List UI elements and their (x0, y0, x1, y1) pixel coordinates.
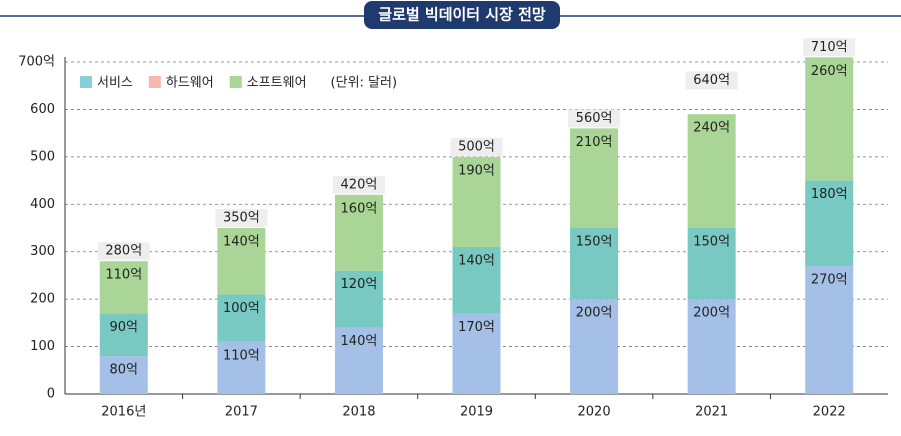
total-label-bg (803, 38, 856, 57)
y-tick-label: 100 (30, 339, 55, 354)
value-label: 110억 (223, 348, 260, 363)
value-label: 90억 (110, 320, 139, 335)
value-label: 190억 (458, 163, 495, 178)
total-label: 710억 (811, 40, 848, 55)
total-label-bg (568, 109, 621, 128)
y-tick-label: 500 (30, 149, 55, 164)
bar-segment (452, 313, 501, 394)
total-label: 500억 (458, 139, 495, 154)
y-tick-label: 200 (30, 292, 55, 307)
value-label: 200억 (576, 306, 613, 321)
total-label: 280억 (105, 244, 142, 259)
bar-segment (687, 228, 736, 300)
value-label: 140억 (458, 253, 495, 268)
legend-swatch (80, 76, 92, 88)
title-box (364, 1, 560, 29)
bar-segment (452, 246, 501, 314)
bar-segment (334, 194, 383, 271)
x-tick-label: 2016년 (101, 405, 146, 420)
value-label: 210억 (576, 135, 613, 150)
unit-note: (단위: 달러) (331, 76, 398, 91)
value-label: 170억 (458, 320, 495, 335)
value-label: 180억 (811, 187, 848, 202)
total-label: 420억 (341, 177, 378, 192)
bar-segment (805, 57, 854, 181)
bar-segment (217, 341, 266, 394)
legend-label: 소프트웨어 (247, 76, 307, 91)
value-label: 140억 (223, 235, 260, 250)
bar-segment (805, 180, 854, 266)
value-label: 200억 (693, 306, 730, 321)
value-label: 150억 (693, 235, 730, 250)
value-label: 100억 (223, 301, 260, 316)
total-label-bg (450, 137, 503, 156)
x-tick-label: 2018 (342, 405, 375, 420)
chart-title: 글로벌 빅데이터 시장 전망 (378, 6, 546, 24)
bar-segment (687, 299, 736, 394)
value-label: 150억 (576, 235, 613, 250)
bar-segment (99, 313, 148, 357)
value-label: 260억 (811, 64, 848, 79)
bar-segment (570, 128, 619, 228)
value-label: 110억 (105, 268, 142, 283)
legend-swatch (148, 76, 161, 88)
y-tick-label: 300 (30, 244, 55, 259)
legend-label: 하드웨어 (166, 76, 214, 91)
x-tick-label: 2021 (695, 405, 728, 420)
total-label-bg (332, 175, 385, 194)
total-label-bg (215, 209, 268, 227)
value-label: 80억 (110, 363, 139, 378)
bar-segment (99, 356, 148, 394)
total-label-bg (685, 71, 738, 90)
bar-segment (217, 294, 266, 342)
value-label: 240억 (693, 121, 730, 136)
value-label: 140억 (341, 334, 378, 349)
total-label-bg (97, 242, 150, 261)
bar-segment (334, 327, 383, 394)
x-tick-label: 2022 (813, 405, 846, 420)
value-label: 270억 (811, 272, 848, 287)
value-label: 160억 (341, 201, 378, 216)
total-label: 560억 (576, 111, 613, 126)
value-label: 120억 (341, 277, 378, 292)
bar-segment (805, 265, 854, 394)
y-tick-label: 600 (30, 102, 55, 117)
legend-label: 서비스 (97, 76, 133, 91)
legend-swatch (229, 76, 242, 88)
x-tick-label: 2019 (460, 405, 493, 420)
bar-segment (217, 228, 266, 295)
bar-segment (570, 228, 619, 300)
bar-segment (687, 114, 736, 228)
bar-segment (99, 261, 148, 314)
y-tick-label: 400 (30, 197, 55, 212)
total-label: 640억 (693, 73, 730, 88)
y-tick-label: 0 (47, 387, 55, 402)
bar-segment (334, 270, 383, 328)
bar-segment (570, 299, 619, 394)
x-tick-label: 2017 (225, 405, 258, 420)
x-tick-label: 2020 (578, 405, 611, 420)
total-label: 350억 (223, 211, 260, 226)
bar-segment (452, 156, 501, 247)
y-tick-label: 700억 (18, 55, 55, 70)
